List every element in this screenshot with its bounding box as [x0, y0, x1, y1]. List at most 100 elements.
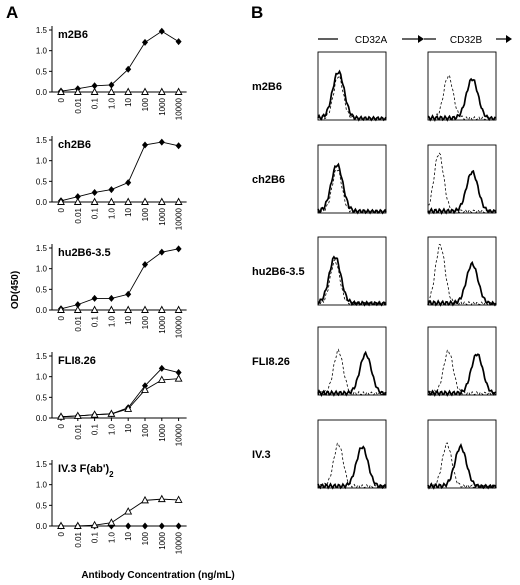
data-point [157, 197, 166, 205]
panel-a-plots: 0.00.51.01.50 0.01 0.1 1.0 10 100 1000 10000m2B… [36, 26, 187, 554]
x-tick-label: 10000 [175, 207, 184, 230]
data-point [73, 305, 82, 313]
data-point [107, 305, 116, 313]
flow-row-4: FLI8.26 [252, 326, 497, 397]
y-tick-label: 1.5 [36, 460, 48, 469]
series-line [60, 367, 179, 418]
x-axis-title: Antibody Concentration (ng/mL) [81, 570, 234, 581]
histogram-cd32b [427, 51, 497, 122]
y-tick-label: 1.0 [36, 157, 48, 166]
y-tick-label: 0.5 [36, 285, 48, 294]
data-point [57, 197, 65, 205]
data-point [174, 495, 183, 503]
histogram-cd32b [427, 144, 497, 215]
y-tick-label: 1.5 [36, 136, 48, 145]
data-point [141, 305, 149, 313]
data-point [141, 385, 149, 393]
x-tick-label: 100 [141, 531, 150, 545]
panel-a-letter: A [6, 3, 18, 22]
x-tick-label: 1000 [158, 97, 167, 115]
data-point [175, 245, 182, 253]
col-header-cd32a: CD32A [318, 35, 424, 46]
plot-title: ch2B6 [58, 139, 91, 151]
elisa-plot-4: 0.0 0.5 1.0 1.5 0 0.01 0.1 1.0 10 100 1000 10000 FLI… [36, 352, 187, 446]
flow-row-label: m2B6 [252, 81, 282, 93]
elisa-plot-5: 0.0 0.5 1.0 1.5 0 0.01 0.1 1.0 10 100 1000 10000 IV.… [36, 460, 187, 554]
flow-row-label: hu2B6-3.5 [252, 266, 305, 278]
data-point [174, 305, 183, 313]
data-point [90, 305, 99, 313]
x-tick-label: 10 [124, 423, 133, 432]
data-point [142, 141, 148, 149]
data-point [57, 412, 65, 420]
data-point [125, 522, 132, 530]
flow-row-2: ch2B6 [252, 144, 497, 215]
x-tick-label: 0 [57, 423, 66, 428]
y-tick-label: 0.5 [36, 393, 48, 402]
y-tick-label: 1.0 [36, 373, 48, 382]
data-point [74, 193, 81, 201]
histogram-control-curve [427, 244, 497, 306]
y-tick-label: 0.0 [36, 414, 48, 423]
histogram-frame [427, 236, 497, 306]
x-tick-label: 10000 [175, 315, 184, 338]
y-tick-label: 0.5 [36, 177, 48, 186]
data-point [108, 81, 115, 89]
y-tick-label: 0.0 [36, 88, 48, 97]
y-tick-label: 1.5 [36, 244, 48, 253]
x-tick-label: 0.01 [74, 207, 83, 223]
flow-row-label: IV.3 [252, 449, 271, 461]
data-point [175, 142, 182, 150]
x-tick-label: 0.01 [74, 315, 83, 331]
data-point [157, 87, 166, 95]
x-tick-label: 10 [124, 531, 133, 540]
col-header-cd32b-label: CD32B [450, 35, 483, 46]
x-tick-label: 0.01 [74, 423, 83, 439]
series-line [60, 378, 179, 418]
x-tick-label: 1.0 [107, 97, 116, 109]
x-tick-label: 1000 [158, 315, 167, 333]
histogram-antibody-curve [427, 77, 497, 122]
flow-row-label: ch2B6 [252, 174, 285, 186]
y-tick-label: 0.5 [36, 501, 48, 510]
y-tick-label: 1.0 [36, 265, 48, 274]
histogram-control-curve [428, 152, 497, 214]
y-tick-label: 1.0 [36, 481, 48, 490]
histogram-frame [317, 326, 387, 396]
plot-title: IV.3 F(ab')2 [58, 463, 114, 479]
flow-row-3: hu2B6-3.5 [252, 236, 497, 307]
data-point [124, 404, 133, 412]
x-tick-label: 0.1 [91, 423, 100, 435]
histogram-control-curve [317, 348, 387, 396]
histogram-cd32b [427, 326, 497, 397]
series-line [60, 248, 179, 310]
elisa-plot-1: 0.0 0.5 1.0 1.5 0 0.01 0.1 1.0 10 100 1000 10000 m2B… [36, 26, 187, 120]
data-point [157, 494, 166, 503]
elisa-plot-2: 0.0 0.5 1.0 1.5 0 0.01 0.1 1.0 10 100 1000 10000 ch2… [36, 136, 187, 230]
x-tick-label: 1000 [158, 423, 167, 441]
y-tick-label: 0.0 [36, 522, 48, 531]
histogram-frame [427, 326, 497, 396]
x-tick-label: 0 [57, 207, 66, 212]
histogram-antibody-curve [317, 69, 387, 122]
plot-title-subscript: 2 [109, 470, 114, 479]
series-open-triangle [57, 197, 183, 205]
x-tick-label: 0.1 [91, 97, 100, 109]
data-point [174, 87, 183, 95]
data-point [157, 305, 166, 313]
y-tick-label: 1.5 [36, 352, 48, 361]
data-point [125, 65, 132, 73]
data-point [141, 495, 149, 504]
x-tick-label: 0 [57, 531, 66, 536]
histogram-cd32b [427, 236, 497, 307]
series-open-triangle [57, 494, 183, 529]
data-point [175, 38, 182, 46]
histogram-antibody-curve [427, 443, 497, 490]
data-point [74, 301, 81, 309]
x-tick-label: 0 [57, 315, 66, 320]
histogram-cd32b [427, 419, 497, 490]
data-point [57, 521, 65, 529]
histogram-antibody-curve [427, 169, 497, 215]
histogram-cd32a [317, 144, 387, 215]
